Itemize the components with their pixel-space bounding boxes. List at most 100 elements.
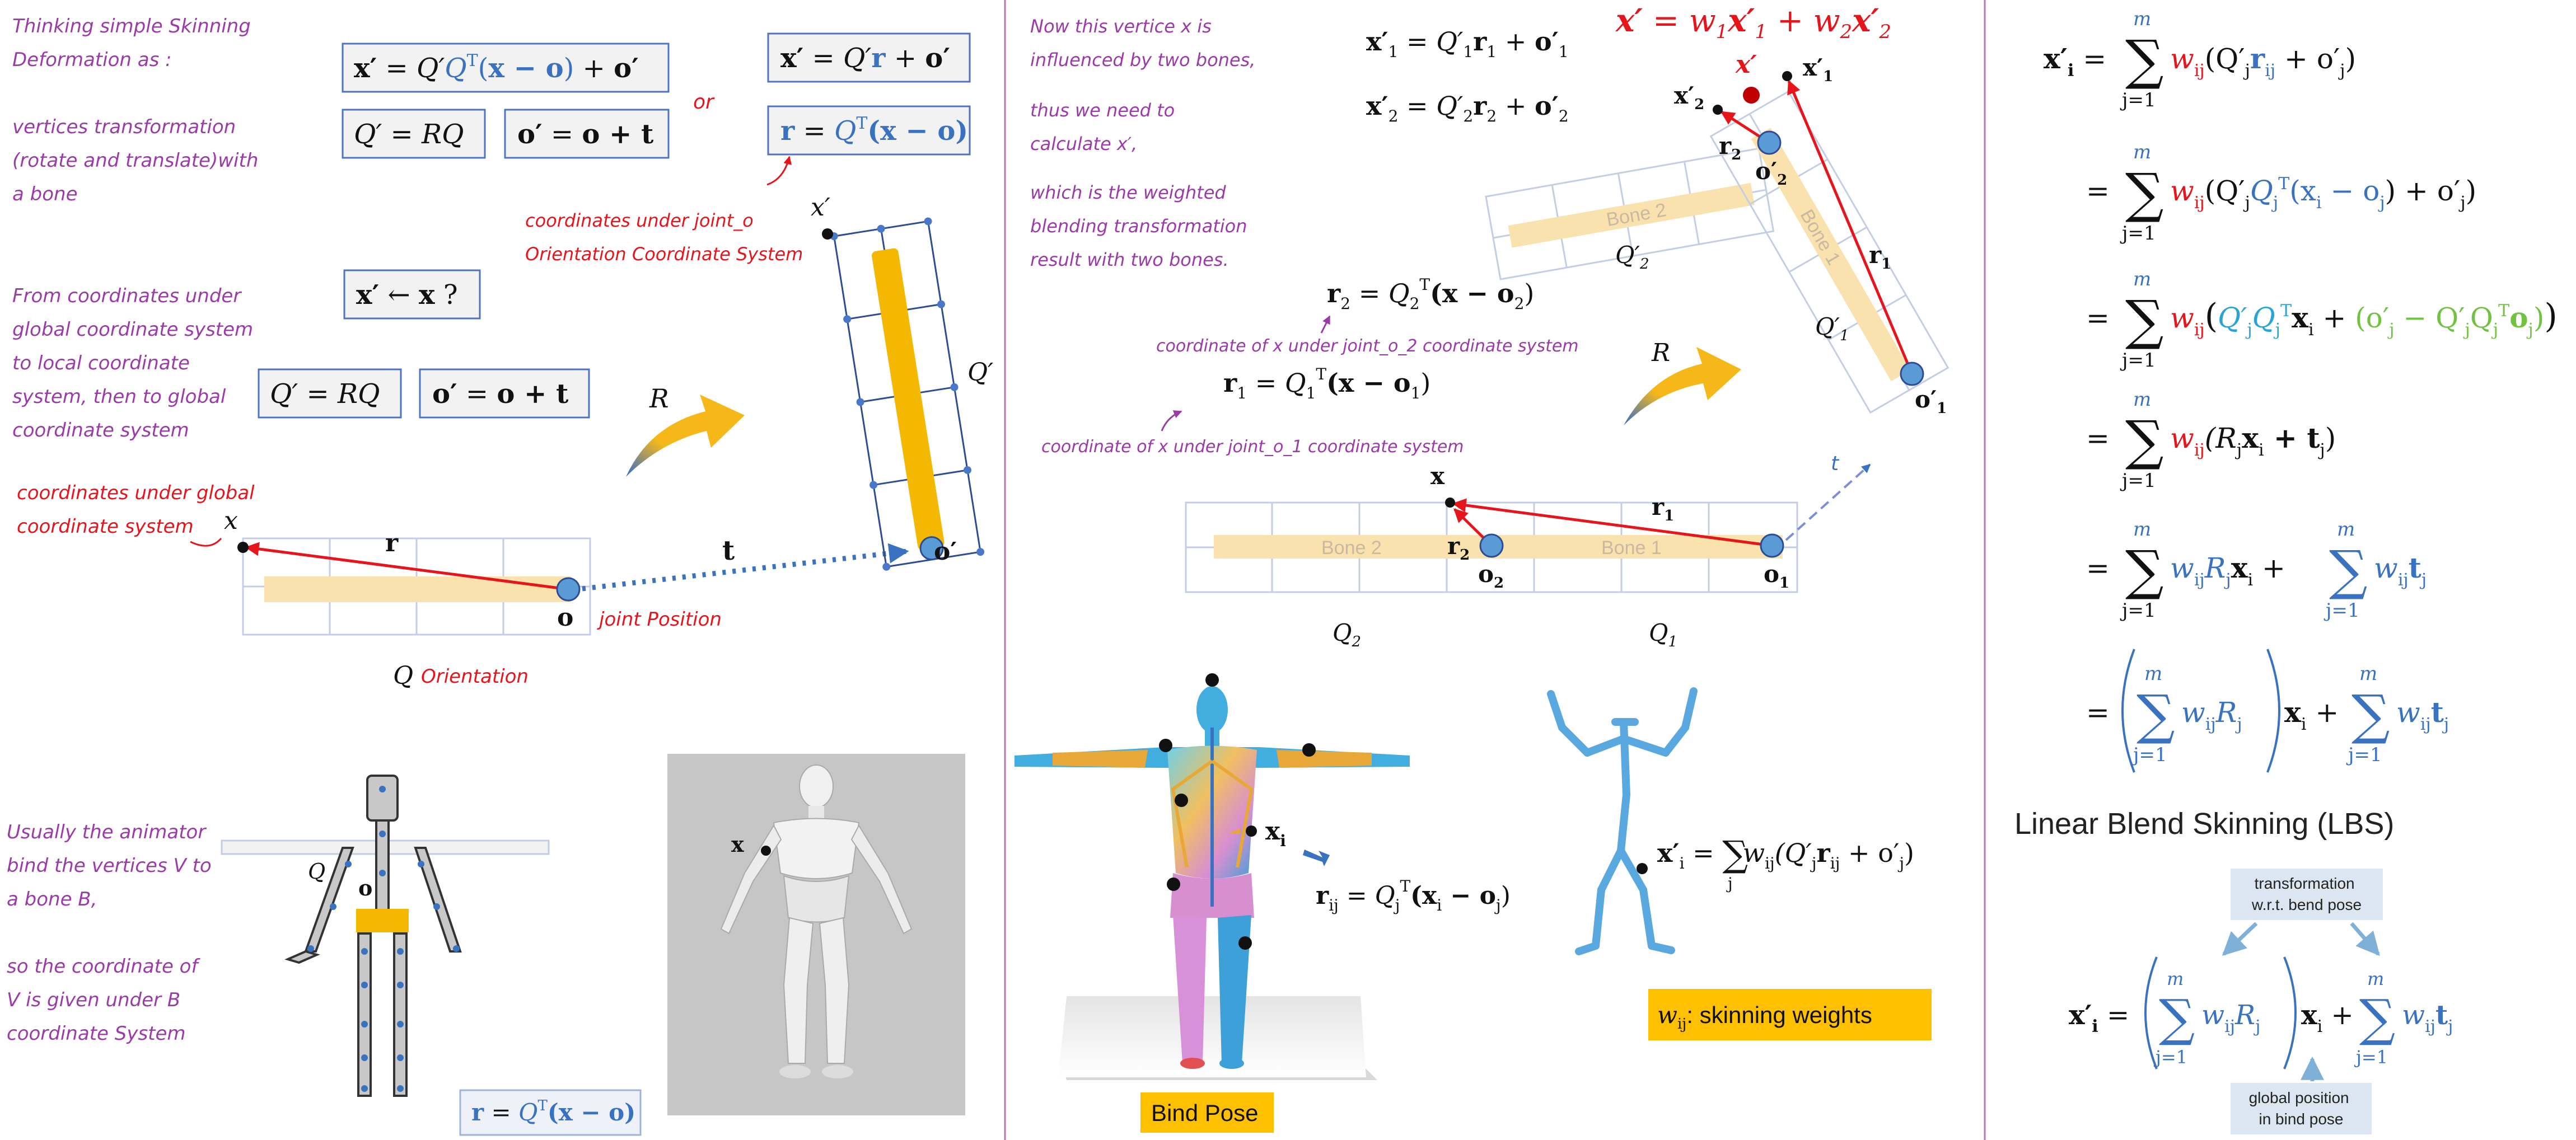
label-Q: Q (393, 662, 413, 690)
transform-arrow-right (2350, 922, 2380, 956)
bend-arrow-R1 (626, 395, 745, 477)
label-t: t (722, 535, 735, 566)
svg-text:x′ = Q′QT(x − o) + o′: x′ = Q′QT(x − o) + o′ (354, 51, 639, 84)
svg-text:x′ = Q′r + o′: x′ = Q′r + o′ (780, 43, 950, 74)
svg-text:∑: ∑ (2125, 409, 2164, 472)
svg-text:j=1: j=1 (2120, 222, 2156, 245)
label-Q1-rest: Q1 (1649, 619, 1677, 650)
rest-joint (556, 577, 581, 602)
svg-text:m: m (2337, 518, 2355, 541)
eq-QR-box-2: Q′ = RQ (258, 368, 402, 419)
svg-text:∑: ∑ (2136, 683, 2175, 746)
svg-text:∑: ∑ (2125, 29, 2164, 91)
label-x: x (224, 506, 238, 535)
svg-text:j=1: j=1 (2120, 349, 2156, 372)
label-Q2-rest: Q2 (1333, 619, 1361, 650)
svg-text:∑: ∑ (2125, 289, 2164, 351)
svg-text:∑: ∑ (2125, 539, 2164, 602)
label-r: r (385, 529, 399, 557)
label-r2-rest: r2 (1447, 532, 1470, 564)
label-r1-prime: r1 (1869, 241, 1891, 273)
eq-arrow-box: x′ ← x ? (343, 269, 481, 320)
lbs-eq-7: x′i = ∑ m j=1 wijRj xi + ∑ m j=1 wijtj (2069, 956, 2453, 1069)
eq-bottom-box: r = QT(x − o) (459, 1089, 642, 1136)
label-xi: xi (1265, 817, 1286, 850)
label-t-2: t (1831, 452, 1840, 475)
r2-note-pointer (1320, 315, 1331, 334)
label-x-prime: x′ (811, 193, 830, 222)
transform-note-box: transformation w.r.t. bend pose (2231, 869, 2383, 920)
eq-r1: r1 = Q1T(x − o1) (1223, 365, 1430, 402)
coord2-note: coordinate of x under joint_o_2 coordina… (1156, 336, 1579, 356)
lbs-eq-1: x′i = ∑ m j=1 wij(Q′jrij + o′j) (2044, 8, 2356, 111)
svg-text:j=1: j=1 (2120, 89, 2156, 111)
joint-position-note: joint Position (597, 608, 722, 631)
lbs-title: Linear Blend Skinning (LBS) (2014, 807, 2394, 841)
rig-vertex (1637, 863, 1648, 874)
eq-ot-box-2: o′ = o + t (419, 368, 590, 419)
vertex-transform-note: vertices transformation (rotate and tran… (12, 116, 264, 205)
vertex-x1-prime (1782, 71, 1792, 81)
svg-text:Bone 2: Bone 2 (1321, 537, 1382, 559)
rotated-vertex (822, 228, 833, 240)
lbs-eq-6: = ∑ m j=1 wijRj xi + ∑ m j=1 wijtj (2086, 649, 2449, 773)
lbs-eq-5: = ∑ m j=1 wijRjxi + ∑ m j=1 wijtj (2086, 518, 2427, 622)
lbs-eq-4: = ∑ m j=1 wij(Rjxi + tj) (2086, 388, 2336, 492)
svg-text:Bone 1: Bone 1 (1796, 206, 1845, 269)
label-r2-prime: r2 (1719, 132, 1741, 163)
joint-o2-prime (1757, 130, 1782, 155)
svg-text:j=1: j=1 (2120, 599, 2156, 622)
eq-r-box: r = QT(x − o) (767, 105, 971, 156)
joint-o1-prime (1900, 362, 1924, 386)
blue-skeleton-rig (1547, 687, 1698, 955)
svg-text:∑: ∑ (2125, 162, 2164, 224)
eq-r2: r2 = Q2T(x − o2) (1327, 275, 1534, 313)
svg-text:∑: ∑ (2159, 989, 2195, 1048)
svg-text:=: = (2086, 302, 2110, 334)
svg-text:∑: ∑ (2351, 683, 2390, 746)
svg-text:wij(Rjxi + tj): wij(Rjxi + tj) (2170, 421, 2336, 460)
svg-text:xi +: xi + (2301, 1000, 2354, 1036)
label-r1-rest: r1 (1652, 493, 1674, 524)
svg-text:j=1: j=1 (2153, 1047, 2187, 1068)
svg-text:wij(Q′jQjT(xi − oj) + o′j): wij(Q′jQjT(xi − oj) + o′j) (2170, 174, 2476, 213)
orientation-word: Orientation (421, 665, 529, 688)
panel-1: Thinking simple Skinning Deformation as … (7, 15, 993, 1136)
svg-text:Bone 1: Bone 1 (1601, 537, 1662, 559)
svg-text:m: m (2133, 268, 2151, 290)
skeleton-label-Q: Q (308, 859, 325, 884)
global-to-local-note: From coordinates under global coordinate… (12, 285, 259, 442)
or-label: or (693, 91, 715, 114)
skinning-weights-label: wij: skinning weights (1648, 989, 1932, 1040)
svg-text:j=1: j=1 (2346, 744, 2382, 766)
svg-text:m: m (2133, 8, 2151, 30)
coord1-note: coordinate of x under joint_o_1 coordina… (1041, 437, 1464, 457)
svg-text:wijtj: wijtj (2402, 1000, 2453, 1036)
joint-orient-note: coordinates under joint_o Orientation Co… (525, 210, 803, 265)
label-Q-prime: Q′ (967, 358, 993, 387)
rotated-bone (872, 248, 945, 550)
t-vector-2 (1785, 463, 1871, 541)
svg-text:wijRj: wijRj (2201, 1000, 2260, 1036)
svg-text:Bind Pose: Bind Pose (1151, 1100, 1258, 1126)
intro-note: Thinking simple Skinning Deformation as … (12, 15, 257, 71)
svg-text:m: m (2133, 388, 2151, 411)
bind-pose-vertex (1246, 825, 1257, 837)
svg-text:m: m (2167, 968, 2184, 989)
vertex-x-prime (1743, 87, 1760, 104)
mannequin-image: x (667, 754, 965, 1115)
r1-note-pointer (1161, 410, 1182, 431)
svg-text:wijtj: wijtj (2374, 551, 2427, 590)
lbs-eq-3: = ∑ m j=1 wij(Q′jQjTxi + (o′j − Q′jQjToj… (2086, 268, 2558, 372)
mannequin-vertex (761, 846, 771, 856)
label-x2-prime: x′2 (1674, 82, 1704, 113)
eq-x1-prime: x′1 = Q′1r1 + o′1 (1366, 26, 1569, 61)
rest-vertex-x (1445, 498, 1455, 508)
svg-text:m: m (2133, 518, 2151, 541)
svg-text:o′ = o + t: o′ = o + t (517, 119, 653, 150)
svg-text:xi +: xi + (2284, 696, 2339, 734)
label-o2-rest: o2 (1478, 560, 1504, 592)
eq-alt-box: x′ = Q′r + o′ (767, 32, 971, 83)
eq-ot-box: o′ = o + t (504, 109, 670, 159)
